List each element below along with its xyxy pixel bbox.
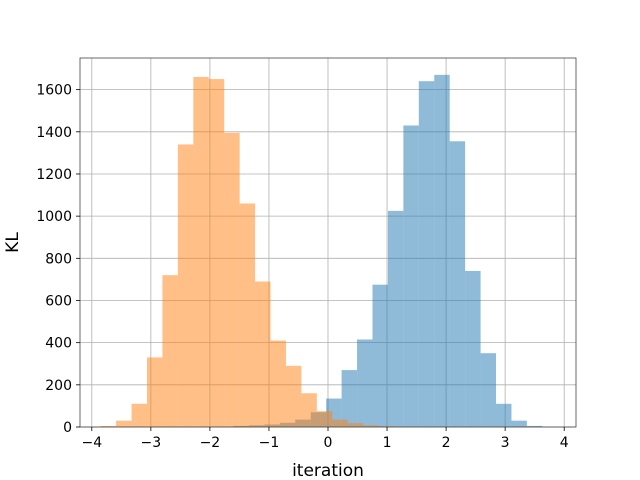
x-tick-label: 0 [324,435,333,451]
histogram-bar [347,423,364,427]
histogram-bar [100,425,117,427]
histogram-bar [526,425,543,427]
y-tick-label: 1000 [36,209,72,225]
histogram-bar [224,132,240,427]
histogram-bar [418,81,435,428]
y-tick-label: 0 [63,420,72,436]
x-tick-label: 1 [383,435,392,451]
y-tick-label: 200 [45,378,72,394]
y-tick-label: 1600 [36,83,72,99]
histogram-bar [131,403,147,427]
y-tick-label: 600 [45,293,72,309]
x-tick-label: −1 [259,435,280,451]
histogram-bar [239,203,256,427]
x-axis-ticks: −4 −3 −2 −1 0 1 2 3 4 [81,427,569,451]
histogram-bar [177,144,194,428]
histogram-bar [434,74,450,428]
histogram-bar [270,340,286,427]
histogram-bar [255,281,271,427]
histogram-bar [301,393,317,427]
y-tick-label: 1400 [36,125,72,141]
x-tick-label: 4 [560,435,569,451]
histogram-bar [387,210,404,427]
histogram-bar [193,76,209,427]
y-tick-label: 1200 [36,167,72,183]
histogram-bar [372,284,388,427]
x-tick-label: −2 [200,435,221,451]
histogram-bar [208,79,225,427]
histogram-bar [449,141,466,427]
histogram-bar [496,403,512,427]
y-axis-ticks: 0 200 400 600 800 1000 1200 1400 1600 [36,83,80,436]
x-tick-label: −3 [141,435,162,451]
y-axis-label: KL [3,232,23,253]
x-tick-label: 3 [501,435,510,451]
histogram-bars [100,74,543,428]
histogram-bar [285,365,302,427]
histogram-bar [332,419,348,427]
histogram-bar [357,339,373,427]
histogram-bar [363,425,379,427]
y-tick-label: 400 [45,336,72,352]
histogram-bar [378,426,395,427]
histogram-bar [146,357,163,427]
histogram-bar [162,275,178,427]
histogram-bar [465,270,481,427]
histogram-bar [480,353,497,427]
x-axis-label: iteration [292,461,364,480]
histogram-bar [316,411,333,427]
histogram-bar [341,370,358,427]
histogram-bar [403,125,419,427]
histogram-bar [116,420,132,427]
y-tick-label: 800 [45,251,72,267]
x-tick-label: −4 [81,435,102,451]
x-tick-label: 2 [442,435,451,451]
histogram-bar [511,420,527,427]
